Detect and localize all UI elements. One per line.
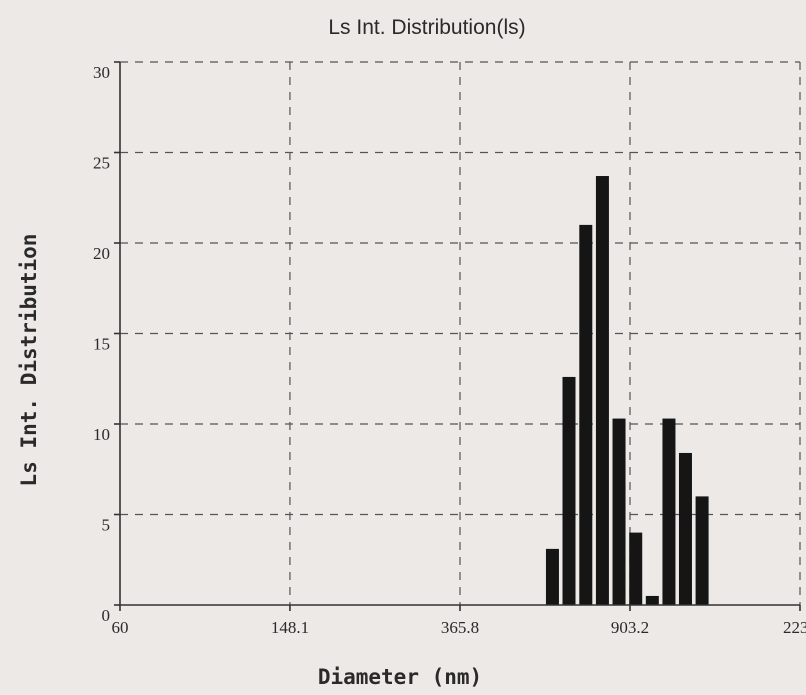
bar bbox=[662, 418, 676, 605]
y-tick-label: 0 bbox=[102, 606, 111, 625]
x-tick-label: 60 bbox=[112, 618, 129, 637]
grid bbox=[120, 61, 801, 605]
bar bbox=[562, 376, 576, 605]
y-tick-label: 10 bbox=[93, 425, 110, 444]
bars bbox=[545, 176, 709, 605]
x-tick-label: 365.8 bbox=[441, 618, 479, 637]
y-tick-label: 5 bbox=[102, 516, 111, 535]
bar bbox=[678, 452, 692, 605]
bar bbox=[695, 496, 709, 605]
bar bbox=[545, 548, 559, 605]
chart-title: Ls Int. Distribution(ls) bbox=[328, 16, 525, 39]
x-axis-label: Diameter (nm) bbox=[318, 665, 482, 689]
bar bbox=[629, 532, 643, 605]
y-tick-label: 15 bbox=[93, 335, 110, 354]
bar bbox=[595, 176, 609, 605]
axes bbox=[114, 61, 801, 611]
bar bbox=[612, 418, 626, 605]
x-tick-label: 903.2 bbox=[611, 618, 649, 637]
y-tick-label: 20 bbox=[93, 244, 110, 263]
bar bbox=[645, 595, 659, 605]
bar bbox=[579, 224, 593, 605]
y-tick-label: 25 bbox=[93, 154, 110, 173]
y-tick-label: 30 bbox=[93, 63, 110, 82]
y-axis-label: Ls Int. Distribution bbox=[17, 234, 41, 487]
x-tick-label: 148.1 bbox=[271, 618, 309, 637]
